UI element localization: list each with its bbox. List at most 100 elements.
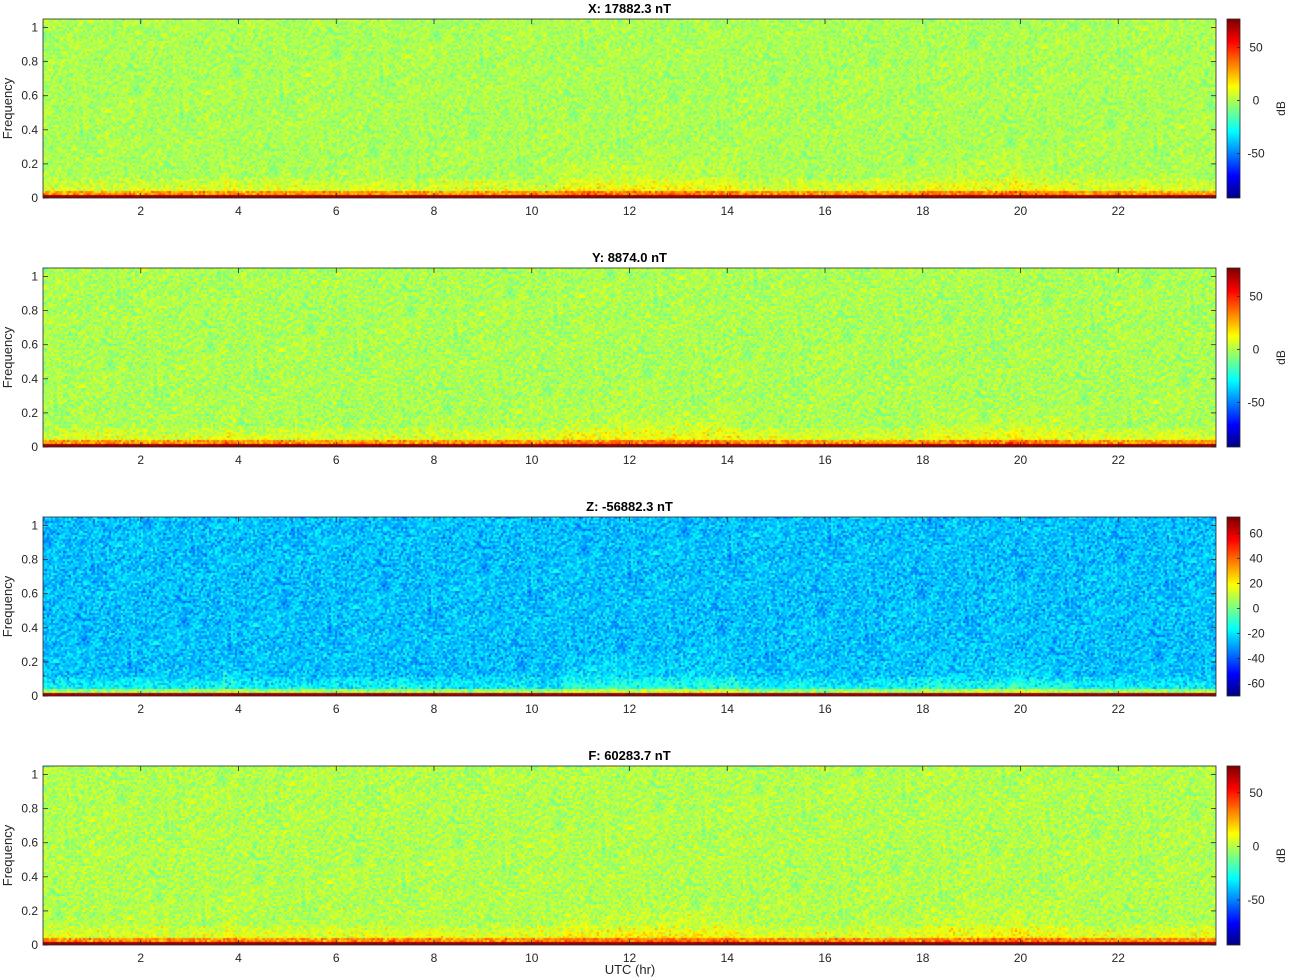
colorbar-gradient [1227, 517, 1240, 696]
y-tick-label: 0.8 [21, 304, 38, 318]
colorbar-box [1226, 267, 1241, 448]
x-tick-label: 10 [525, 453, 539, 467]
colorbar-tick-label: -60 [1247, 676, 1265, 690]
x-tick-label: 14 [721, 453, 735, 467]
chart-title: X: 17882.3 nT [588, 1, 671, 16]
colorbar-tick-label: -50 [1247, 396, 1265, 410]
x-tick-label: 14 [721, 702, 735, 716]
x-tick-label: 20 [1014, 204, 1028, 218]
x-tick-label: 8 [431, 453, 438, 467]
y-tick-label: 0 [31, 191, 38, 205]
x-tick-label: 16 [818, 204, 832, 218]
chart-title: F: 60283.7 nT [588, 748, 670, 763]
x-tick-label: 18 [916, 702, 930, 716]
colorbar-tick-label: 50 [1249, 290, 1263, 304]
colorbar-tick-label: 50 [1249, 786, 1263, 800]
colorbar-box [1226, 516, 1241, 697]
axes-box [42, 18, 1217, 199]
y-tick-label: 0.6 [21, 89, 38, 103]
y-tick-label: 0.6 [21, 836, 38, 850]
y-tick-label: 0.4 [21, 123, 38, 137]
x-tick-label: 22 [1112, 951, 1126, 965]
y-tick-label: 0.4 [21, 621, 38, 635]
y-axis-label: Frequency [0, 77, 15, 139]
y-tick-label: 0.8 [21, 55, 38, 69]
x-tick-label: 14 [721, 204, 735, 218]
spectrogram-panel: Y: 8874.0 nT 2 4 6 8 10 12 14 16 18 20 22 0 0.2 0.4 0.6… [0, 249, 1297, 479]
axes-overlay: Y: 8874.0 nT2 4 6 8 10 12 14 16 18 20 2200.20.40.6… [0, 250, 1288, 467]
y-tick-label: 0 [31, 689, 38, 703]
x-tick-label: 4 [235, 453, 242, 467]
colorbar-gradient [1227, 268, 1240, 447]
x-tick-label: 2 [137, 204, 144, 218]
x-tick-label: 2 [137, 453, 144, 467]
x-tick-label: 6 [333, 702, 340, 716]
axes-overlay: F: 60283.7 nT2 4 6 8 10 12 14 16 18 20 2200.20.40.… [0, 748, 1288, 965]
spectrogram-image [43, 766, 1216, 945]
colorbar-tick-label: -50 [1247, 147, 1265, 161]
x-tick-label: 10 [525, 951, 539, 965]
spectrogram-image [43, 517, 1216, 696]
y-tick-label: 0 [31, 440, 38, 454]
y-tick-label: 0.8 [21, 553, 38, 567]
x-tick-label: 8 [431, 951, 438, 965]
y-tick-label: 0.2 [21, 157, 38, 171]
x-axis-label: UTC (hr) [604, 962, 656, 977]
y-tick-label: 0.4 [21, 870, 38, 884]
y-tick-label: 0.2 [21, 655, 38, 669]
x-tick-label: 2 [137, 951, 144, 965]
axes-box [42, 516, 1217, 697]
y-tick-label: 0.8 [21, 802, 38, 816]
x-tick-label: 6 [333, 204, 340, 218]
x-tick-label: 12 [623, 204, 637, 218]
x-tick-label: 4 [235, 204, 242, 218]
spectrogram-panel: F: 60283.7 nT 2 4 6 8 10 12 14 16 18 20 22 0 0.2 0.4 0.… [0, 747, 1297, 977]
x-tick-label: 12 [623, 453, 637, 467]
chart-title: Z: -56882.3 nT [586, 499, 673, 514]
axes-box [42, 765, 1217, 946]
spectrogram-panel: X: 17882.3 nT 2 4 6 8 10 12 14 16 18 20 22 0 0.2 0.4 0.… [0, 0, 1297, 230]
colorbar-tick-label: 0 [1253, 601, 1260, 615]
x-tick-label: 12 [623, 951, 637, 965]
y-tick-label: 1 [31, 519, 38, 533]
x-tick-label: 14 [721, 951, 735, 965]
colorbar-label: dB [1274, 848, 1288, 863]
colorbar-label: dB [1274, 350, 1288, 365]
x-tick-label: 22 [1112, 453, 1126, 467]
x-tick-label: 18 [916, 204, 930, 218]
colorbar-tick-label: -50 [1247, 893, 1265, 907]
x-tick-label: 16 [818, 702, 832, 716]
colorbar-tick-label: 0 [1253, 343, 1260, 357]
y-axis-label: Frequency [0, 824, 15, 886]
y-tick-label: 0.2 [21, 904, 38, 918]
colorbar-tick-label: 50 [1249, 41, 1263, 55]
x-tick-label: 6 [333, 453, 340, 467]
colorbar-tick-label: 0 [1253, 94, 1260, 108]
x-tick-label: 22 [1112, 702, 1126, 716]
x-tick-label: 10 [525, 204, 539, 218]
colorbar-tick-label: -40 [1247, 651, 1265, 665]
colorbar-tick-label: -20 [1247, 626, 1265, 640]
colorbar-tick-label: 20 [1249, 576, 1263, 590]
spectrogram-image [43, 19, 1216, 198]
x-tick-label: 10 [525, 702, 539, 716]
x-tick-label: 18 [916, 453, 930, 467]
axes-overlay: Z: -56882.3 nT2 4 6 8 10 12 14 16 18 20 2200.20.40… [0, 499, 1265, 716]
spectrogram-panel: Z: -56882.3 nT 2 4 6 8 10 12 14 16 18 20 22 0 0.2 0.4 0… [0, 498, 1297, 728]
x-tick-label: 16 [818, 453, 832, 467]
colorbar-box [1226, 765, 1241, 946]
y-tick-label: 1 [31, 21, 38, 35]
x-tick-label: 8 [431, 204, 438, 218]
x-tick-label: 22 [1112, 204, 1126, 218]
x-tick-label: 6 [333, 951, 340, 965]
chart-title: Y: 8874.0 nT [592, 250, 667, 265]
colorbar-tick-label: 60 [1249, 526, 1263, 540]
y-axis-label: Frequency [0, 575, 15, 637]
x-tick-label: 16 [818, 951, 832, 965]
colorbar-tick-label: 0 [1253, 839, 1260, 853]
colorbar-label: dB [1274, 101, 1288, 116]
y-tick-label: 0.6 [21, 338, 38, 352]
y-tick-label: 1 [31, 768, 38, 782]
x-tick-label: 20 [1014, 702, 1028, 716]
y-tick-label: 0 [31, 938, 38, 952]
